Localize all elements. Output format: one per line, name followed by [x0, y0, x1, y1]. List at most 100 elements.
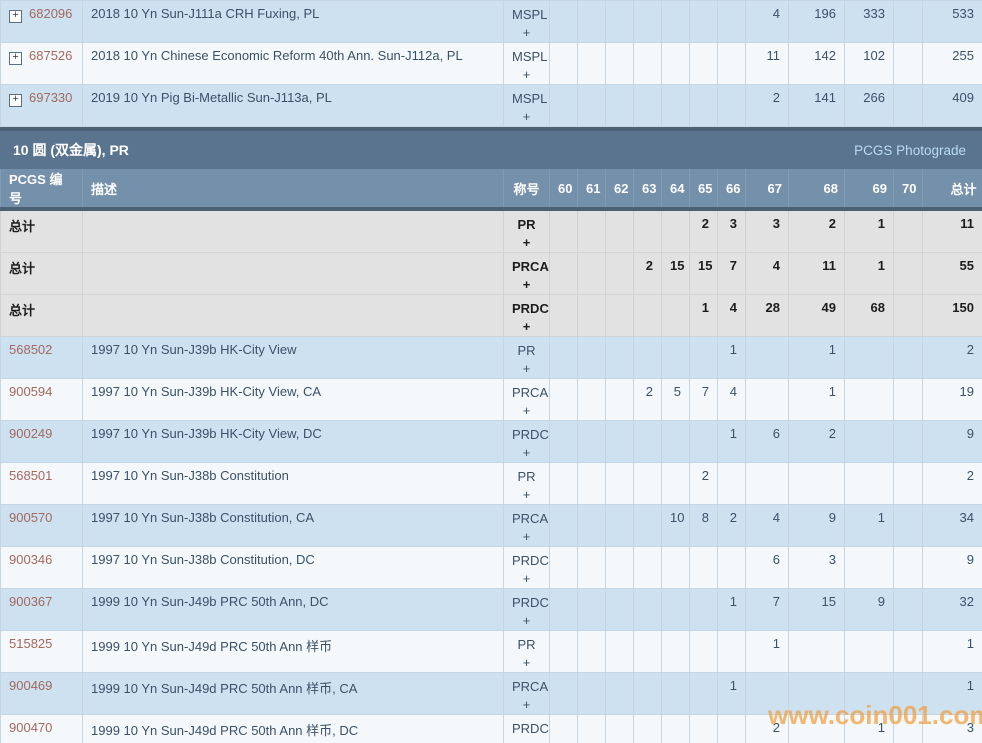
pcgs-number-cell: 900249 [0, 420, 83, 463]
grade-cell-61 [577, 378, 606, 421]
table-row: 900570 1997 10 Yn Sun-J38b Constitution, … [0, 504, 982, 547]
grade-cell-65 [689, 84, 718, 127]
msp-population-table: +682096 2018 10 Yn Sun-J111a CRH Fuxing, … [0, 0, 982, 127]
expand-icon[interactable]: + [9, 52, 22, 65]
grade-cell-63 [633, 336, 662, 379]
grade-cell-66 [717, 546, 746, 589]
grade-cell-68 [788, 630, 845, 673]
totals-label-cell: 总计 [0, 208, 83, 253]
grade-cell-66: 3 [717, 208, 746, 253]
header-grade-62: 62 [605, 169, 634, 211]
header-grade-67: 67 [745, 169, 789, 211]
grade-cell-61 [577, 630, 606, 673]
total-cell: 32 [922, 588, 982, 631]
pcgs-number-link[interactable]: 900367 [9, 594, 53, 609]
grade-cell-63 [633, 42, 662, 85]
grade-cell-64 [661, 208, 690, 253]
grade-cell-63 [633, 588, 662, 631]
grade-cell-62 [605, 42, 634, 85]
table-row: 900470 1999 10 Yn Sun-J49d PRC 50th Ann 样… [0, 714, 982, 743]
grade-cell-63 [633, 420, 662, 463]
pcgs-number-link[interactable]: 900570 [9, 510, 53, 525]
pcgs-number-cell: 900346 [0, 546, 83, 589]
expand-icon[interactable]: + [9, 10, 22, 23]
pcgs-number-link[interactable]: 697330 [29, 90, 73, 105]
header-grade-63: 63 [633, 169, 662, 211]
pcgs-number-link[interactable]: 568501 [9, 468, 53, 483]
designation-plus: + [522, 235, 531, 250]
table-bottom-divider [0, 127, 982, 131]
coin-description: 1997 10 Yn Sun-J39b HK-City View [82, 336, 504, 379]
designation-label: PRCA [512, 259, 549, 274]
pcgs-number-link[interactable]: 900469 [9, 678, 53, 693]
designation-plus: + [522, 25, 531, 40]
expand-icon[interactable]: + [9, 94, 22, 107]
table-row: 568502 1997 10 Yn Sun-J39b HK-City View PR… [0, 336, 982, 379]
grade-cell-65 [689, 546, 718, 589]
designation-label: PRDC [512, 595, 549, 610]
header-grade-69: 69 [844, 169, 894, 211]
designation-plus: + [522, 319, 531, 334]
table-row: +682096 2018 10 Yn Sun-J111a CRH Fuxing, … [0, 0, 982, 43]
pcgs-number-link[interactable]: 900346 [9, 552, 53, 567]
grade-cell-61 [577, 42, 606, 85]
pcgs-number-link[interactable]: 515825 [9, 636, 53, 651]
pcgs-number-link[interactable]: 900470 [9, 720, 53, 735]
grade-cell-70 [893, 588, 923, 631]
grade-cell-68: 196 [788, 0, 845, 43]
total-cell: 11 [922, 208, 982, 253]
coin-description: 1999 10 Yn Sun-J49d PRC 50th Ann 样币 [82, 630, 504, 673]
coin-description: 1997 10 Yn Sun-J38b Constitution, CA [82, 504, 504, 547]
grade-cell-61 [577, 0, 606, 43]
coin-description: 1999 10 Yn Sun-J49d PRC 50th Ann 样币, CA [82, 672, 504, 715]
grade-cell-60 [549, 208, 578, 253]
grade-cell-69 [844, 462, 894, 505]
grade-cell-66: 4 [717, 378, 746, 421]
header-designation: 称号 [503, 169, 550, 211]
grade-cell-65: 2 [689, 462, 718, 505]
grade-cell-62 [605, 84, 634, 127]
pcgs-number-link[interactable]: 900249 [9, 426, 53, 441]
grade-cell-68: 3 [788, 546, 845, 589]
totals-label-cell: 总计 [0, 252, 83, 295]
totals-label-cell: 总计 [0, 294, 83, 337]
total-cell: 1 [922, 630, 982, 673]
designation-label: PR [517, 637, 536, 652]
grade-cell-60 [549, 84, 578, 127]
pcgs-number-link[interactable]: 900594 [9, 384, 53, 399]
grade-cell-65 [689, 42, 718, 85]
grade-cell-68 [788, 672, 845, 715]
grade-cell-61 [577, 714, 606, 743]
designation-label: PR [517, 217, 536, 232]
pcgs-number-link[interactable]: 682096 [29, 6, 73, 21]
table-row: 515825 1999 10 Yn Sun-J49d PRC 50th Ann 样… [0, 630, 982, 673]
pcgs-number-link[interactable]: 568502 [9, 342, 53, 357]
designation-label: PR [517, 343, 536, 358]
table-row: 900249 1997 10 Yn Sun-J39b HK-City View, … [0, 420, 982, 463]
grade-cell-62 [605, 252, 634, 295]
grade-cell-61 [577, 336, 606, 379]
grade-cell-60 [549, 462, 578, 505]
grade-cell-67: 1 [745, 630, 789, 673]
grade-cell-70 [893, 0, 923, 43]
header-grade-65: 65 [689, 169, 718, 211]
designation-cell: PRCA + [503, 252, 550, 295]
designation-plus: + [522, 487, 531, 502]
grade-cell-60 [549, 714, 578, 743]
grade-cell-64: 5 [661, 378, 690, 421]
grade-cell-63: 2 [633, 378, 662, 421]
photograde-link[interactable]: PCGS Photograde [854, 142, 966, 158]
grade-cell-64 [661, 462, 690, 505]
pcgs-number-cell: 515825 [0, 630, 83, 673]
grade-cell-60 [549, 0, 578, 43]
pcgs-number-cell: 900570 [0, 504, 83, 547]
grade-cell-62 [605, 504, 634, 547]
grade-cell-70 [893, 420, 923, 463]
grade-cell-68: 9 [788, 504, 845, 547]
grade-cell-66 [717, 0, 746, 43]
grade-cell-61 [577, 504, 606, 547]
pcgs-number-link[interactable]: 687526 [29, 48, 73, 63]
grade-cell-62 [605, 208, 634, 253]
grade-cell-69 [844, 420, 894, 463]
pcgs-number-cell: 900469 [0, 672, 83, 715]
